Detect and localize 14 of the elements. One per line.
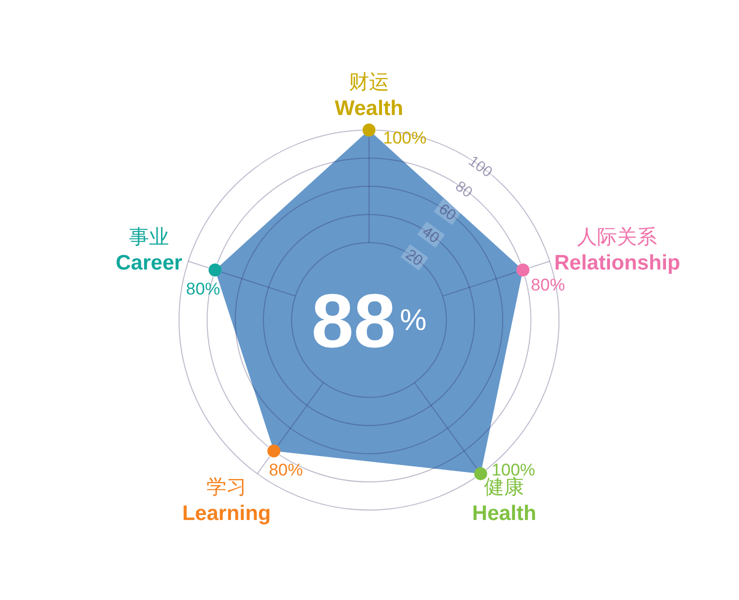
spoke-label: 人际关系 Relationship [554, 226, 680, 275]
data-label: 80% [268, 460, 303, 480]
data-label: 80% [530, 276, 565, 295]
y-tick-label: 60 [435, 200, 459, 224]
y-tick-label: 40 [418, 223, 442, 247]
text: 88% [311, 279, 427, 364]
y-tick-label: 20 [402, 246, 426, 270]
spoke-label: 事业 Career [116, 226, 182, 275]
data-label: 100% [383, 128, 426, 148]
data-label: 80% [186, 280, 220, 299]
y-tick-label: 100 [465, 152, 496, 182]
y-tick-label: 80 [452, 178, 476, 202]
spoke-label: 财运 Wealth [334, 72, 404, 120]
spoke-label: 学习 Learning [182, 476, 271, 526]
